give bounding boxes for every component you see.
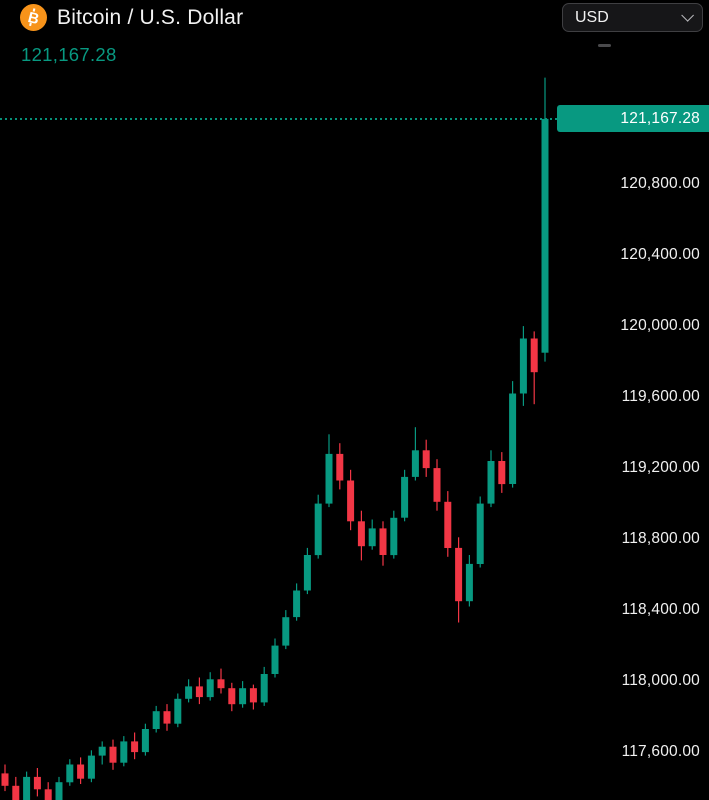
price-axis-label: 118,400.00: [621, 601, 700, 619]
price-axis-label: 119,600.00: [621, 388, 700, 406]
bitcoin-icon: B: [20, 4, 47, 31]
current-price-line: [0, 117, 557, 120]
drag-handle: [598, 44, 611, 47]
currency-selector-value: USD: [575, 8, 609, 26]
current-price-badge: 121,167.28: [557, 105, 709, 133]
price-axis-label: 119,200.00: [621, 459, 700, 477]
price-axis-label: 118,800.00: [621, 530, 700, 548]
price-axis-label: 120,400.00: [620, 246, 700, 264]
currency-selector[interactable]: USD: [562, 3, 703, 32]
price-axis-label: 120,000.00: [620, 317, 700, 335]
chevron-down-icon: [681, 9, 694, 22]
symbol-title: Bitcoin / U.S. Dollar: [57, 5, 244, 29]
price-axis-label: 120,800.00: [620, 175, 700, 193]
symbol-row: B Bitcoin / U.S. Dollar: [20, 4, 243, 31]
price-axis[interactable]: 120,800.00 120,400.00 120,000.00 119,600.00…: [557, 0, 709, 800]
price-axis-label: 117,600.00: [621, 743, 700, 761]
header-price: 121,167.28: [21, 44, 117, 65]
price-axis-label: 118,000.00: [621, 672, 700, 690]
svg-text:B: B: [26, 9, 41, 28]
